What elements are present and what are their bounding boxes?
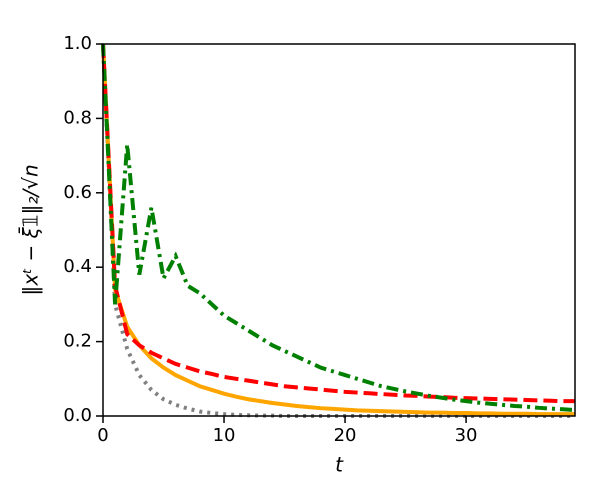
plot-frame: [102, 43, 576, 417]
x-axis-label: t: [335, 453, 344, 477]
series-line: [101, 43, 575, 418]
y-tick-label: 1.0: [63, 33, 92, 54]
series-line: [101, 43, 575, 404]
x-tick-label: 10: [213, 425, 236, 446]
y-axis-label: ‖xᵗ − ξ̄𝟙‖₂/√n: [18, 164, 43, 295]
y-tick-label: 0.0: [63, 405, 92, 426]
y-tick-label: 0.8: [63, 107, 92, 128]
y-tick-label: 0.6: [63, 182, 92, 203]
y-tick-label: 0.4: [63, 256, 92, 277]
x-tick-label: 0: [97, 425, 108, 446]
y-tick-label: 0.2: [63, 331, 92, 352]
series-line: [101, 43, 576, 413]
x-tick-label: 20: [334, 425, 357, 446]
x-tick-label: 30: [455, 425, 478, 446]
series-line: [101, 43, 575, 417]
